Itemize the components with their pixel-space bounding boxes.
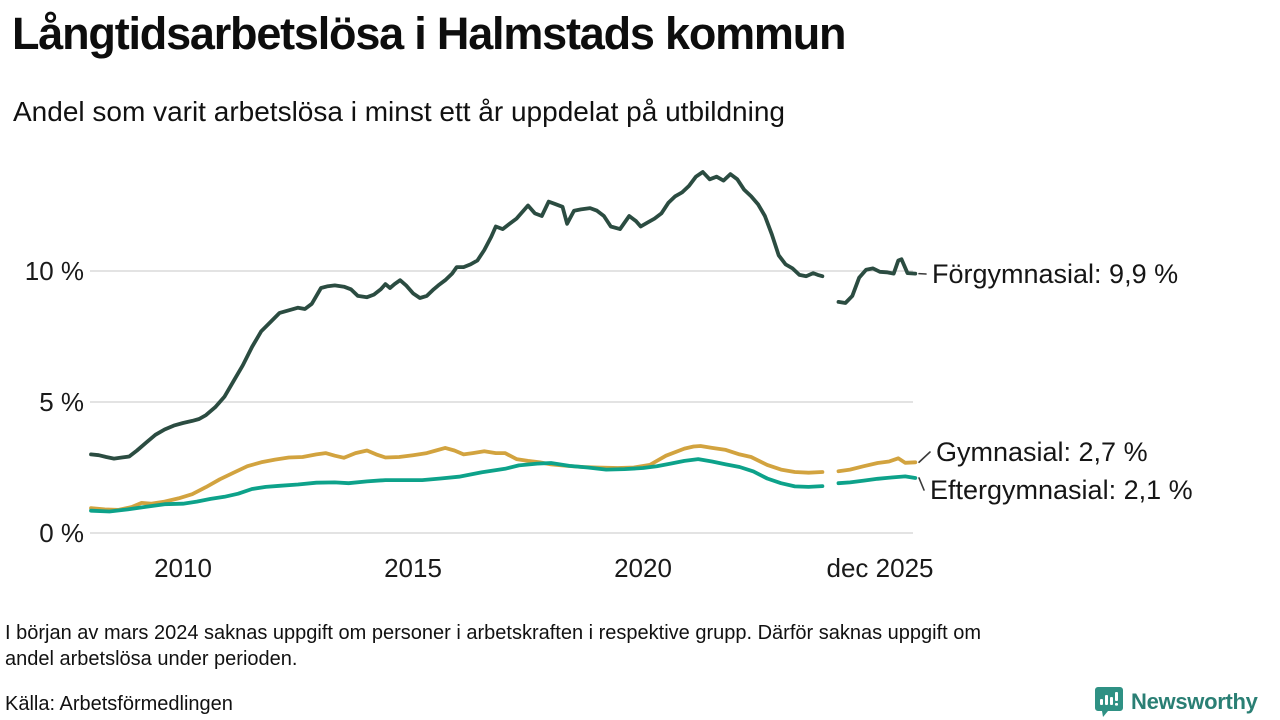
source-credit: Källa: Arbetsförmedlingen — [5, 693, 233, 715]
newsworthy-logo: Newsworthy — [1094, 686, 1274, 718]
x-axis-tick-2015: 2015 — [384, 553, 442, 583]
footnote-line-1: I början av mars 2024 saknas uppgift om … — [5, 622, 982, 644]
series-label-forgymnasial: Förgymnasial: 9,9 % — [932, 259, 1179, 289]
page-subtitle: Andel som varit arbetslösa i minst ett å… — [13, 96, 785, 127]
newsworthy-logo-text: Newsworthy — [1131, 689, 1258, 714]
chart-footnote: I början av mars 2024 saknas uppgift om … — [5, 620, 1267, 672]
newsworthy-logo-icon — [1095, 687, 1123, 717]
y-axis-tick-10: 10 % — [24, 256, 84, 286]
x-axis-tick-2010: 2010 — [154, 553, 212, 583]
footnote-line-2: andel arbetslösa under perioden. — [5, 648, 298, 670]
y-axis-tick-0: 0 % — [39, 518, 84, 548]
series-label-eftergymnasial: Eftergymnasial: 2,1 % — [930, 475, 1193, 505]
x-axis-tick-dec-2025: dec 2025 — [826, 553, 934, 583]
logo-bars — [1100, 692, 1118, 706]
series-label-gymnasial: Gymnasial: 2,7 % — [936, 437, 1148, 467]
x-axis-tick-2020: 2020 — [614, 553, 672, 583]
page-title: Långtidsarbetslösa i Halmstads kommun — [12, 8, 847, 59]
y-axis-tick-5: 5 % — [39, 387, 84, 417]
